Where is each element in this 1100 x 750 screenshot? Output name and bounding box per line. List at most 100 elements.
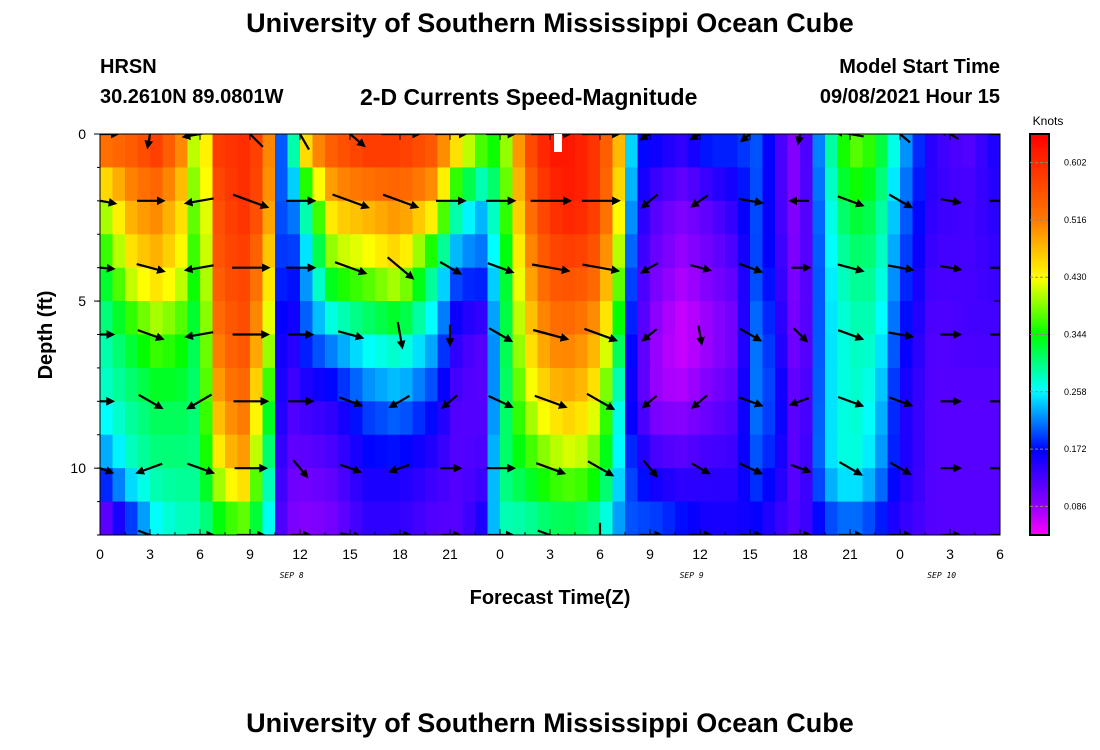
heatmap-cell [300,234,314,269]
heatmap-cell [337,134,351,169]
heatmap-cell [812,301,826,336]
heatmap-cell [137,434,151,469]
heatmap-cell [387,468,401,503]
heatmap-cell [637,301,651,336]
heatmap-cell [375,334,389,369]
heatmap-cell [875,267,889,302]
heatmap-cell [762,334,776,369]
heatmap-cell [475,501,489,535]
heatmap-cell [462,401,476,436]
heatmap-cell [512,234,526,269]
heatmap-cell [687,167,701,202]
heatmap-cell [825,468,839,503]
heatmap-cell [200,468,214,503]
heatmap-cell [487,167,501,202]
heatmap-cell [375,434,389,469]
heatmap-cell [675,200,689,235]
heatmap-cell [950,367,964,402]
current-vector-arrow [183,197,214,207]
heatmap-cell [937,367,951,402]
heatmap-cell [362,434,376,469]
current-vector-arrow [690,264,713,273]
heatmap-cell [275,167,289,202]
heatmap-cell [462,167,476,202]
heatmap-cell [675,234,689,269]
heatmap-cell [400,134,414,169]
heatmap-cell [962,167,976,202]
y-tick-label: 5 [78,293,86,309]
heatmap-cell [650,367,664,402]
heatmap-cell [400,234,414,269]
heatmap-cell [700,401,714,436]
heatmap-cell [537,267,551,302]
heatmap-cell [462,434,476,469]
heatmap-cell [625,468,639,503]
heatmap-cell [675,468,689,503]
heatmap-cell [712,267,726,302]
heatmap-cell [187,234,201,269]
heatmap-cell [137,167,151,202]
heatmap-cell [675,167,689,202]
x-tick-label: 12 [692,546,708,562]
date-label: SEP 8 [280,571,304,580]
heatmap-cell [775,301,789,336]
heatmap-cell [500,468,514,503]
heatmap-cell [787,200,801,235]
heatmap-cell [362,200,376,235]
speed-heatmap [100,134,1000,535]
heatmap-cell [625,367,639,402]
heatmap-cell [225,234,239,269]
heatmap-cell [587,134,601,169]
heatmap-cell [887,234,901,269]
heatmap-cell [650,401,664,436]
heatmap-cell [987,301,1000,336]
heatmap-cell [925,301,939,336]
heatmap-cell [325,401,339,436]
heatmap-cell [900,434,914,469]
heatmap-cell [775,267,789,302]
heatmap-cell [637,334,651,369]
heatmap-cell [862,434,876,469]
heatmap-cell [150,234,164,269]
y-tick-label: 10 [70,460,86,476]
current-vectors [100,134,1000,535]
heatmap-cell [600,334,614,369]
heatmap-cell [425,501,439,535]
heatmap-cell [375,134,389,169]
heatmap-cell [887,167,901,202]
heatmap-cell [962,301,976,336]
current-vector-arrow [690,194,709,208]
heatmap-cell [350,267,364,302]
heatmap-cell [837,267,851,302]
heatmap-cell [425,200,439,235]
heatmap-cell [450,134,464,169]
heatmap-cell [825,434,839,469]
heatmap-cell [462,501,476,535]
heatmap-cell [300,134,314,169]
heatmap-cell [525,401,539,436]
heatmap-cell [637,167,651,202]
heatmap-cell [287,200,301,235]
heatmap-cell [500,134,514,169]
heatmap-cell [512,134,526,169]
heatmap-cell [662,234,676,269]
heatmap-cell [950,234,964,269]
heatmap-cell [262,501,276,535]
heatmap-cell [287,401,301,436]
heatmap-cell [637,267,651,302]
heatmap-cell [137,301,151,336]
heatmap-cell [437,434,451,469]
heatmap-cell [462,234,476,269]
heatmap-cell [637,468,651,503]
heatmap-cell [537,401,551,436]
heatmap-cell [950,468,964,503]
current-vector-arrow [690,462,711,475]
heatmap-cell [550,301,564,336]
heatmap-cell [387,367,401,402]
heatmap-cell [537,200,551,235]
heatmap-cell [887,200,901,235]
heatmap-cell [600,234,614,269]
heatmap-cell [512,200,526,235]
heatmap-cell [787,301,801,336]
heatmap-cell [350,501,364,535]
